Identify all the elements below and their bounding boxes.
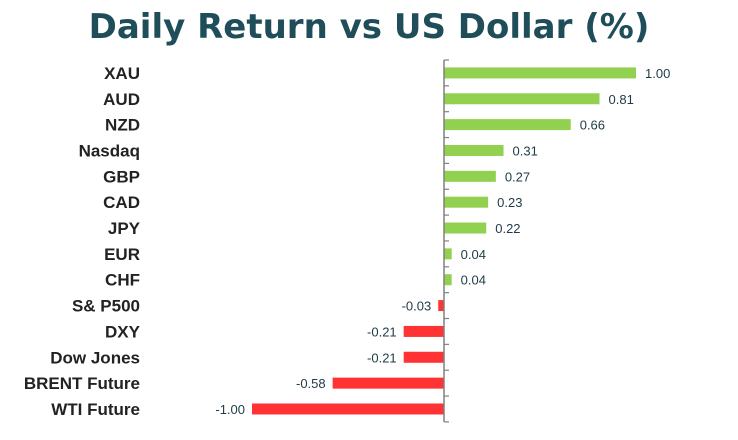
category-label: Nasdaq [79, 141, 140, 160]
category-label: CAD [103, 193, 140, 212]
bar-nzd [444, 119, 571, 131]
bar-xau [444, 67, 636, 79]
data-label: -0.21 [367, 324, 397, 339]
category-label: GBP [103, 167, 140, 186]
bar-gbp [444, 170, 496, 182]
data-label: 0.22 [495, 221, 520, 236]
bar-jpy [444, 222, 487, 234]
category-label: Dow Jones [50, 348, 140, 367]
bar-aud [444, 93, 600, 105]
data-label: -1.00 [215, 402, 245, 417]
bar-chf [444, 274, 452, 286]
data-label: 0.66 [580, 118, 605, 133]
bar-dow-jones [403, 351, 444, 363]
data-label: -0.21 [367, 350, 397, 365]
data-label: -0.03 [402, 299, 432, 314]
category-label: NZD [105, 116, 140, 135]
category-label: XAU [104, 64, 140, 83]
category-label: JPY [108, 219, 141, 238]
data-label: 0.23 [497, 195, 522, 210]
category-label: BRENT Future [24, 374, 140, 393]
data-label: -0.58 [296, 376, 326, 391]
bar-nasdaq [444, 144, 504, 156]
category-label: WTI Future [51, 400, 140, 419]
data-label: 0.04 [461, 247, 486, 262]
data-label: 1.00 [645, 66, 670, 81]
data-label: 0.31 [513, 143, 538, 158]
category-label: S& P500 [72, 297, 140, 316]
chart-title: Daily Return vs US Dollar (%) [88, 7, 650, 47]
data-label: 0.27 [505, 169, 530, 184]
category-label: EUR [104, 245, 140, 264]
category-label: DXY [105, 322, 141, 341]
bar-eur [444, 248, 452, 260]
category-axis [443, 59, 449, 423]
data-label: 0.04 [461, 273, 486, 288]
category-label: CHF [105, 271, 140, 290]
labels-layer: XAU 1.00 AUD 0.81 NZD 0.66 Nasdaq 0.31 GBP 0.27 CA… [24, 64, 670, 419]
bar-wti-future [252, 403, 444, 415]
bar-s-p500 [438, 300, 444, 312]
bar-dxy [403, 325, 444, 337]
category-label: AUD [103, 90, 140, 109]
bar-brent-future [332, 377, 444, 389]
bars-layer [252, 67, 636, 415]
data-label: 0.81 [609, 92, 634, 107]
bar-cad [444, 196, 489, 208]
